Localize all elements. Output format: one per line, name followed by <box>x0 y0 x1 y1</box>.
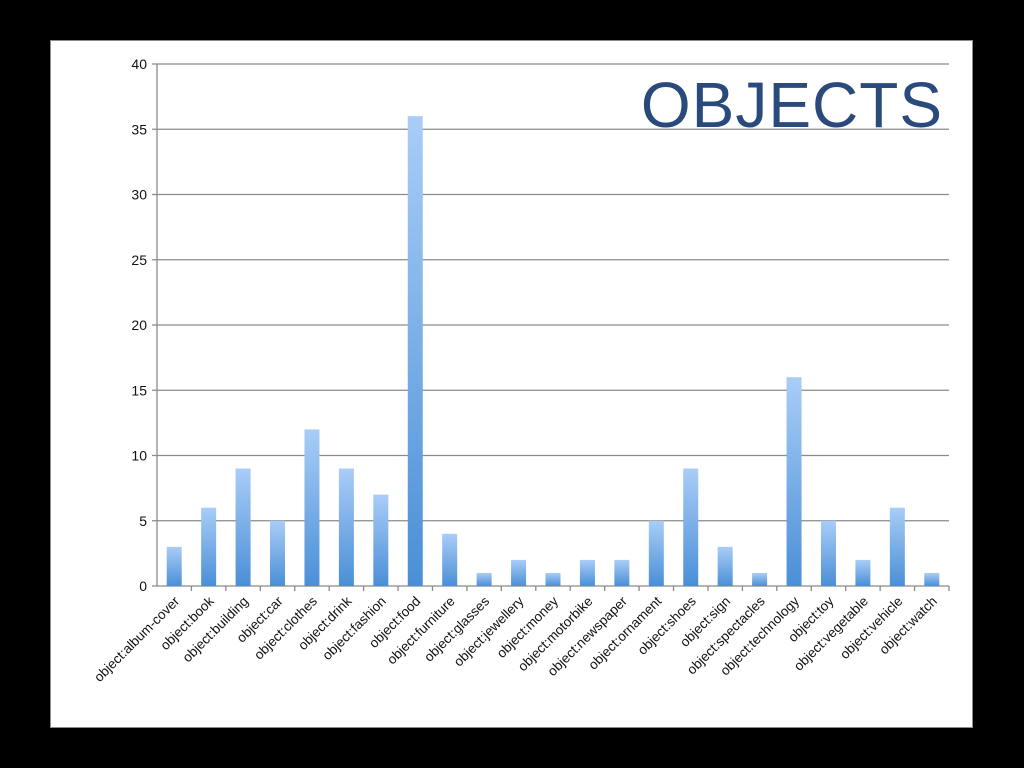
bar-object-fashion <box>373 494 389 586</box>
y-axis-ticks: 0 5 10 15 20 25 30 35 40 <box>131 56 147 594</box>
bar-chart: 0 5 10 15 20 25 30 35 40 object:album-coverobjec… <box>91 56 950 685</box>
bar-object-vegetable <box>855 559 871 586</box>
bar-object-clothes <box>304 429 320 586</box>
bar-object-car <box>270 520 286 586</box>
y-tick-label: 10 <box>131 448 147 464</box>
chart-title: OBJECTS <box>641 69 943 141</box>
bar-object-building <box>235 468 251 586</box>
bar-object-shoes <box>683 468 699 586</box>
bar-object-money <box>545 572 561 586</box>
y-tick-label: 0 <box>139 578 147 594</box>
bar-object-furniture <box>442 533 458 586</box>
y-tick-label: 15 <box>131 382 147 398</box>
chart-frame: 0 5 10 15 20 25 30 35 40 object:album-cover objec… <box>50 40 973 728</box>
bar-object-technology <box>786 377 802 586</box>
gridlines <box>152 63 950 591</box>
bar-object-newspaper <box>614 559 630 586</box>
y-tick-label: 40 <box>131 56 147 72</box>
bar-object-sign <box>717 546 733 586</box>
y-tick-label: 25 <box>131 252 147 268</box>
y-tick-label: 30 <box>131 187 147 203</box>
bar-object-food <box>407 116 423 586</box>
bar-object-book <box>201 507 217 586</box>
bar-object-ornament <box>648 520 664 586</box>
bar-object-album-cover <box>166 546 182 586</box>
bar-object-glasses <box>476 572 492 586</box>
x-axis-labels: object:album-coverobject:bookobject:buil… <box>91 593 940 685</box>
y-tick-label: 20 <box>131 317 147 333</box>
bar-object-toy <box>820 520 836 586</box>
bar-object-jewellery <box>511 559 527 586</box>
bars <box>166 116 940 586</box>
y-tick-label: 5 <box>139 513 147 529</box>
bar-object-spectacles <box>752 572 768 586</box>
bar-object-vehicle <box>889 507 905 586</box>
bar-object-watch <box>924 572 940 586</box>
bar-object-motorbike <box>579 559 595 586</box>
bar-object-drink <box>338 468 354 586</box>
y-tick-label: 35 <box>131 121 147 137</box>
